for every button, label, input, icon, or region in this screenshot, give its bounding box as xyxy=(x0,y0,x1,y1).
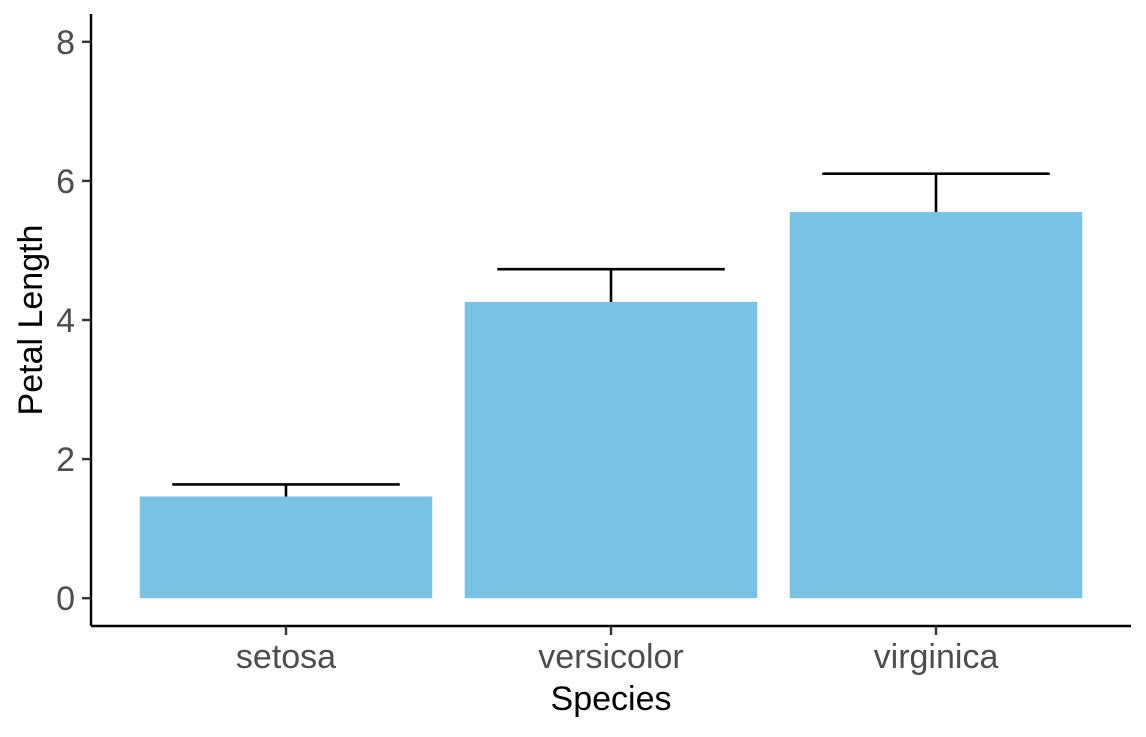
bar-versicolor xyxy=(464,301,758,599)
bars-layer xyxy=(139,212,1083,599)
x-axis-title: Species xyxy=(551,680,672,718)
error-bars-layer xyxy=(172,172,1050,497)
x-tick-label: virginica xyxy=(874,638,999,676)
x-tick-label: versicolor xyxy=(538,638,683,676)
bar-virginica xyxy=(789,212,1083,599)
y-tick-label: 0 xyxy=(56,580,75,618)
x-ticks: setosa versicolor virginica xyxy=(236,626,999,676)
y-tick-label: 6 xyxy=(56,163,75,201)
y-tick-label: 2 xyxy=(56,441,75,479)
bar-setosa xyxy=(139,496,433,599)
y-tick-label: 4 xyxy=(56,302,75,340)
y-tick-label: 8 xyxy=(56,24,75,62)
x-tick-label: setosa xyxy=(236,638,336,676)
y-axis-title: Petal Length xyxy=(12,225,50,416)
y-ticks: 0 2 4 6 8 xyxy=(56,24,91,618)
